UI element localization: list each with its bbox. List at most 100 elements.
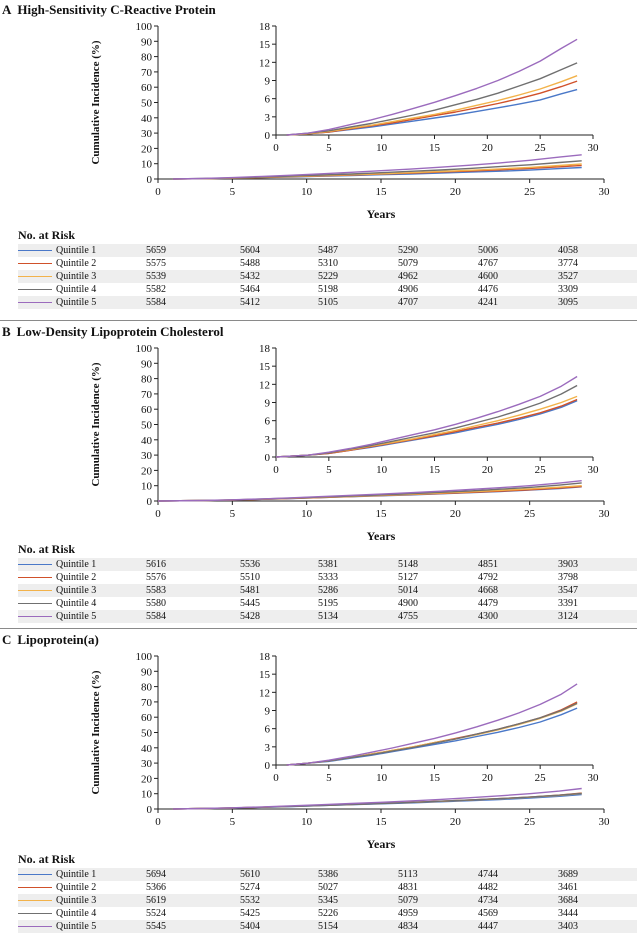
legend-swatch: [18, 616, 52, 617]
inset-y-tick-label: 15: [259, 39, 271, 51]
at-risk-count: 5105: [318, 297, 338, 308]
at-risk-count: 5404: [240, 921, 260, 932]
x-axis-title: Years: [367, 207, 396, 221]
at-risk-count: 5134: [318, 611, 338, 622]
risk-table-row: Quintile 2 5575 5488 5310 5079 4767 3774: [18, 257, 637, 270]
at-risk-count: 3547: [558, 585, 578, 596]
at-risk-count: 3391: [558, 598, 578, 609]
panel-title: A High-Sensitivity C-Reactive Protein: [2, 2, 216, 18]
at-risk-count: 5604: [240, 245, 260, 256]
at-risk-count: 3903: [558, 559, 578, 570]
at-risk-count: 3095: [558, 297, 578, 308]
y-axis-title: Cumulative Incidence (%): [90, 362, 102, 486]
main-series-line-quintile-5: [172, 787, 582, 810]
main-x-tick-label: 10: [301, 816, 313, 828]
at-risk-count: 4792: [478, 572, 498, 583]
at-risk-count: 3689: [558, 869, 578, 880]
at-risk-count: 5545: [146, 921, 166, 932]
main-y-tick-label: 30: [141, 758, 153, 770]
risk-table-row: Quintile 2 5366 5274 5027 4831 4482 3461: [18, 881, 637, 894]
at-risk-count: 5539: [146, 271, 166, 282]
main-y-tick-label: 80: [141, 682, 153, 694]
inset-series-line-quintile-4: [286, 62, 578, 136]
risk-table-title: No. at Risk: [18, 228, 76, 242]
panel-title-text: Lipoprotein(a): [17, 632, 99, 647]
main-y-tick-label: 50: [141, 420, 153, 432]
main-y-tick-label: 100: [136, 343, 153, 355]
at-risk-count: 5381: [318, 559, 338, 570]
at-risk-count: 4851: [478, 559, 498, 570]
at-risk-count: 5027: [318, 882, 338, 893]
inset-series-line-quintile-2: [275, 398, 578, 458]
main-series-line-quintile-4: [172, 792, 582, 810]
at-risk-count: 5226: [318, 908, 338, 919]
quintile-label: Quintile 1: [56, 559, 97, 570]
inset-y-tick-label: 9: [265, 706, 271, 718]
legend-swatch: [18, 590, 52, 591]
quintile-label: Quintile 5: [56, 297, 97, 308]
at-risk-count: 5584: [146, 611, 166, 622]
main-x-tick-label: 15: [376, 186, 388, 198]
main-y-tick-label: 10: [141, 159, 153, 171]
at-risk-count: 5659: [146, 245, 166, 256]
main-x-tick-label: 0: [155, 186, 161, 198]
at-risk-count: 4569: [478, 908, 498, 919]
at-risk-count: 3309: [558, 284, 578, 295]
at-risk-count: 5310: [318, 258, 338, 269]
inset-y-tick-label: 12: [259, 57, 270, 69]
at-risk-count: 4734: [478, 895, 498, 906]
main-y-tick-label: 70: [141, 389, 153, 401]
at-risk-count: 4831: [398, 882, 418, 893]
main-x-tick-label: 0: [155, 816, 161, 828]
at-risk-count: 5524: [146, 908, 166, 919]
inset-y-tick-label: 6: [265, 94, 271, 106]
quintile-label: Quintile 1: [56, 245, 97, 256]
inset-x-tick-label: 30: [588, 772, 600, 784]
at-risk-count: 5610: [240, 869, 260, 880]
at-risk-count: 5576: [146, 572, 166, 583]
risk-table-row: Quintile 4 5524 5425 5226 4959 4569 3444: [18, 907, 637, 920]
main-series-line-quintile-3: [172, 792, 582, 810]
main-y-tick-label: 80: [141, 374, 153, 386]
main-x-tick-label: 5: [230, 816, 236, 828]
main-y-tick-label: 10: [141, 481, 153, 493]
main-x-tick-label: 20: [450, 508, 462, 520]
at-risk-count: 5006: [478, 245, 498, 256]
main-series-line-quintile-5: [172, 154, 582, 180]
legend-swatch: [18, 263, 52, 264]
at-risk-count: 5229: [318, 271, 338, 282]
quintile-label: Quintile 2: [56, 882, 97, 893]
main-y-tick-label: 0: [147, 496, 153, 508]
risk-table-row: Quintile 3 5619 5532 5345 5079 4734 3684: [18, 894, 637, 907]
inset-series-line-quintile-4: [275, 384, 578, 458]
inset-x-tick-label: 25: [535, 142, 547, 154]
quintile-label: Quintile 3: [56, 585, 97, 596]
at-risk-count: 3774: [558, 258, 578, 269]
at-risk-count: 4058: [558, 245, 578, 256]
main-y-tick-label: 10: [141, 789, 153, 801]
at-risk-count: 5580: [146, 598, 166, 609]
legend-swatch: [18, 577, 52, 578]
main-y-tick-label: 30: [141, 128, 153, 140]
at-risk-count: 4300: [478, 611, 498, 622]
panel-letter: C: [2, 632, 12, 647]
legend-swatch: [18, 564, 52, 565]
at-risk-count: 5488: [240, 258, 260, 269]
main-y-tick-label: 100: [136, 21, 153, 33]
panel-c: C Lipoprotein(a) 0 10 20 30 40 50 60 70 80 90 100 0 5 1…: [0, 630, 637, 933]
main-x-tick-label: 15: [376, 816, 388, 828]
main-y-tick-label: 70: [141, 697, 153, 709]
main-y-tick-label: 50: [141, 728, 153, 740]
risk-table-row: Quintile 4 5582 5464 5198 4906 4476 3309: [18, 283, 637, 296]
main-x-tick-label: 10: [301, 508, 313, 520]
y-axis-title: Cumulative Incidence (%): [90, 40, 102, 164]
quintile-label: Quintile 2: [56, 572, 97, 583]
inset-series-line-quintile-1: [286, 707, 578, 766]
risk-table-title: No. at Risk: [18, 852, 76, 866]
inset-x-tick-label: 20: [482, 142, 494, 154]
at-risk-count: 5464: [240, 284, 260, 295]
main-y-tick-label: 30: [141, 450, 153, 462]
main-y-tick-label: 40: [141, 113, 153, 125]
panel-letter: B: [2, 324, 11, 339]
